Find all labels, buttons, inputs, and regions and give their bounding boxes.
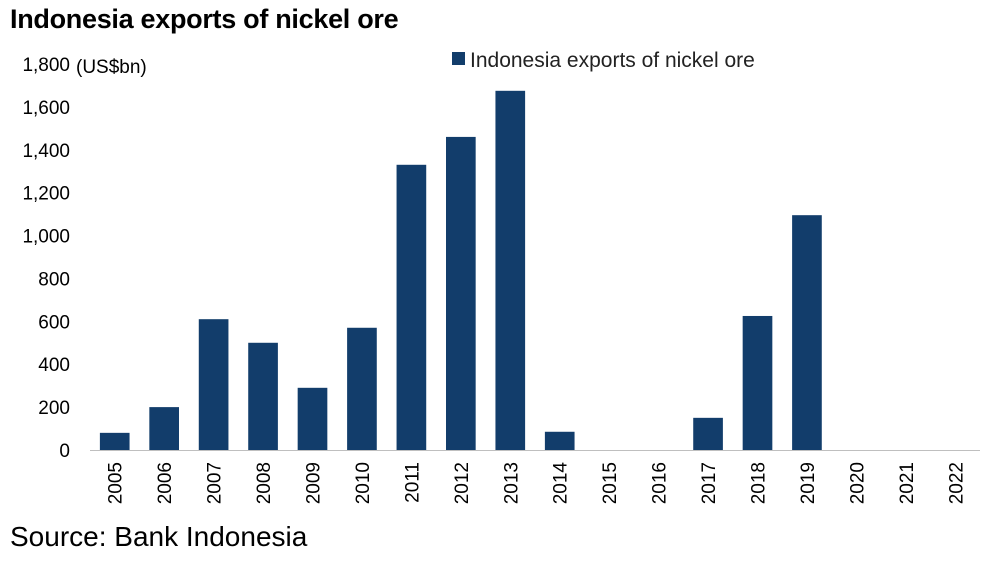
- y-tick-label: 400: [38, 355, 70, 376]
- bar-2007: [198, 319, 229, 450]
- legend-label: Indonesia exports of nickel ore: [470, 49, 755, 72]
- x-tick-label: 2006: [155, 462, 176, 504]
- x-axis: 2005 2006 2007 2008 2009 2010 2011 2012 2013 2014…: [106, 462, 968, 505]
- bar-2006: [149, 407, 179, 450]
- bar-2019: [792, 215, 822, 450]
- x-tick-label: 2013: [501, 462, 522, 504]
- x-tick-label: 2008: [254, 462, 275, 504]
- x-tick-label: 2019: [798, 462, 819, 504]
- y-tick-label: 1,600: [22, 98, 70, 119]
- y-tick-label: 600: [38, 312, 70, 333]
- y-tick-label: 800: [38, 269, 70, 290]
- y-tick-label: 1,800: [22, 55, 70, 76]
- x-tick-label: 2012: [452, 462, 473, 504]
- x-tick-label: 2016: [650, 462, 671, 504]
- bars: [99, 90, 822, 451]
- legend: Indonesia exports of nickel ore: [452, 49, 755, 72]
- bar-2017: [693, 417, 723, 450]
- chart-title: Indonesia exports of nickel ore: [10, 4, 399, 34]
- x-tick-label: 2017: [699, 462, 720, 504]
- x-tick-label: 2011: [402, 462, 423, 503]
- x-tick-label: 2005: [106, 462, 127, 504]
- bar-2009: [297, 387, 328, 450]
- bar-2005: [99, 432, 130, 450]
- x-tick-label: 2018: [749, 462, 770, 504]
- bar-2014: [544, 431, 575, 450]
- y-tick-label: 1,000: [22, 227, 70, 248]
- y-tick-label: 0: [59, 441, 70, 462]
- x-tick-label: 2022: [946, 462, 967, 504]
- bar-2011: [396, 164, 427, 451]
- source-note: Source: Bank Indonesia: [10, 521, 308, 552]
- y-tick-label: 200: [38, 398, 70, 419]
- x-tick-label: 2014: [551, 462, 572, 505]
- x-tick-label: 2021: [897, 462, 918, 504]
- x-tick-label: 2010: [353, 462, 374, 504]
- x-tick-label: 2015: [600, 462, 621, 504]
- x-tick-label: 2007: [205, 462, 226, 504]
- bar-2012: [446, 136, 476, 450]
- x-tick-label: 2009: [304, 462, 325, 504]
- bar-2010: [347, 327, 377, 450]
- bar-2013: [495, 90, 526, 451]
- y-axis: 0 200 400 600 800 1,000 1,200 1,400 1,600 1,800: [22, 55, 70, 462]
- bar-2018: [742, 315, 773, 450]
- x-tick-label: 2020: [847, 462, 868, 504]
- y-tick-label: 1,200: [22, 184, 70, 205]
- y-tick-label: 1,400: [22, 141, 70, 162]
- y-axis-unit-label: (US$bn): [76, 57, 147, 78]
- bar-2008: [248, 342, 278, 450]
- legend-swatch: [452, 52, 465, 65]
